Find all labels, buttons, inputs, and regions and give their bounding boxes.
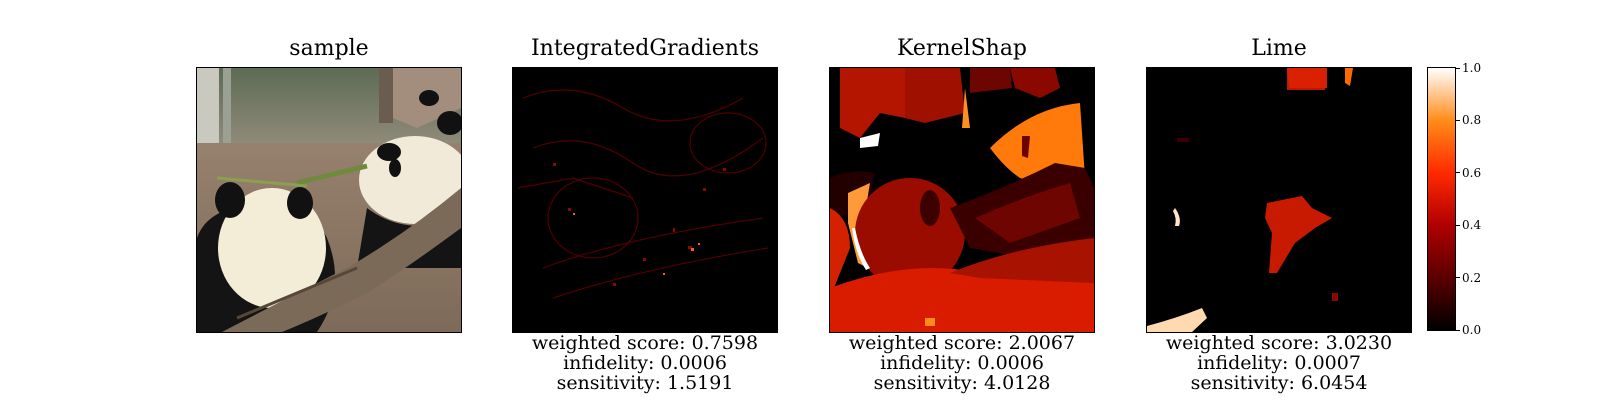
integrated-gradients-heatmap — [512, 67, 778, 333]
metric-weighted-score: weighted score: 0.7598 — [531, 332, 759, 354]
metric-infidelity: infidelity: 0.0007 — [1197, 352, 1361, 374]
lime-attribution-map — [1147, 68, 1411, 332]
panel-title-integrated-gradients: IntegratedGradients — [530, 36, 760, 61]
kernelshap-heatmap — [829, 67, 1095, 333]
kernelshap-attribution-map — [830, 68, 1094, 332]
colorbar — [1427, 67, 1456, 331]
colorbar-tick — [1455, 119, 1460, 121]
metric-weighted-score: weighted score: 2.0067 — [848, 332, 1076, 354]
colorbar-tick — [1455, 67, 1460, 69]
metric-sensitivity: sensitivity: 1.5191 — [556, 372, 734, 394]
metrics-lime: weighted score: 3.0230 infidelity: 0.000… — [1146, 333, 1412, 393]
metrics-integrated-gradients: weighted score: 0.7598 infidelity: 0.000… — [512, 333, 778, 393]
colorbar-tick-label: 0.2 — [1462, 270, 1482, 285]
metric-sensitivity: sensitivity: 6.0454 — [1190, 372, 1368, 394]
panel-title-kernelshap: KernelShap — [896, 36, 1028, 61]
panel-title-lime: Lime — [1251, 36, 1307, 61]
colorbar-tick-label: 0.8 — [1462, 113, 1482, 128]
colorbar-tick-label: 0.6 — [1462, 165, 1482, 180]
colorbar-tick-label: 0.4 — [1462, 218, 1482, 233]
metric-infidelity: infidelity: 0.0006 — [563, 352, 727, 374]
metric-infidelity: infidelity: 0.0006 — [880, 352, 1044, 374]
colorbar-tick — [1455, 224, 1460, 226]
lime-heatmap — [1146, 67, 1412, 333]
metric-sensitivity: sensitivity: 4.0128 — [873, 372, 1051, 394]
colorbar-tick-label: 1.0 — [1462, 61, 1482, 75]
colorbar-tick-label: 0.0 — [1462, 323, 1482, 337]
sample-image — [196, 67, 462, 333]
colorbar-tick — [1455, 277, 1460, 279]
metric-weighted-score: weighted score: 3.0230 — [1165, 332, 1393, 354]
sample-image-drawing — [197, 68, 461, 332]
colorbar-tick — [1455, 172, 1460, 174]
ig-attribution-map — [513, 68, 777, 332]
panel-title-sample: sample — [289, 36, 369, 61]
metrics-kernelshap: weighted score: 2.0067 infidelity: 0.000… — [829, 333, 1095, 393]
colorbar-tick — [1455, 329, 1460, 331]
